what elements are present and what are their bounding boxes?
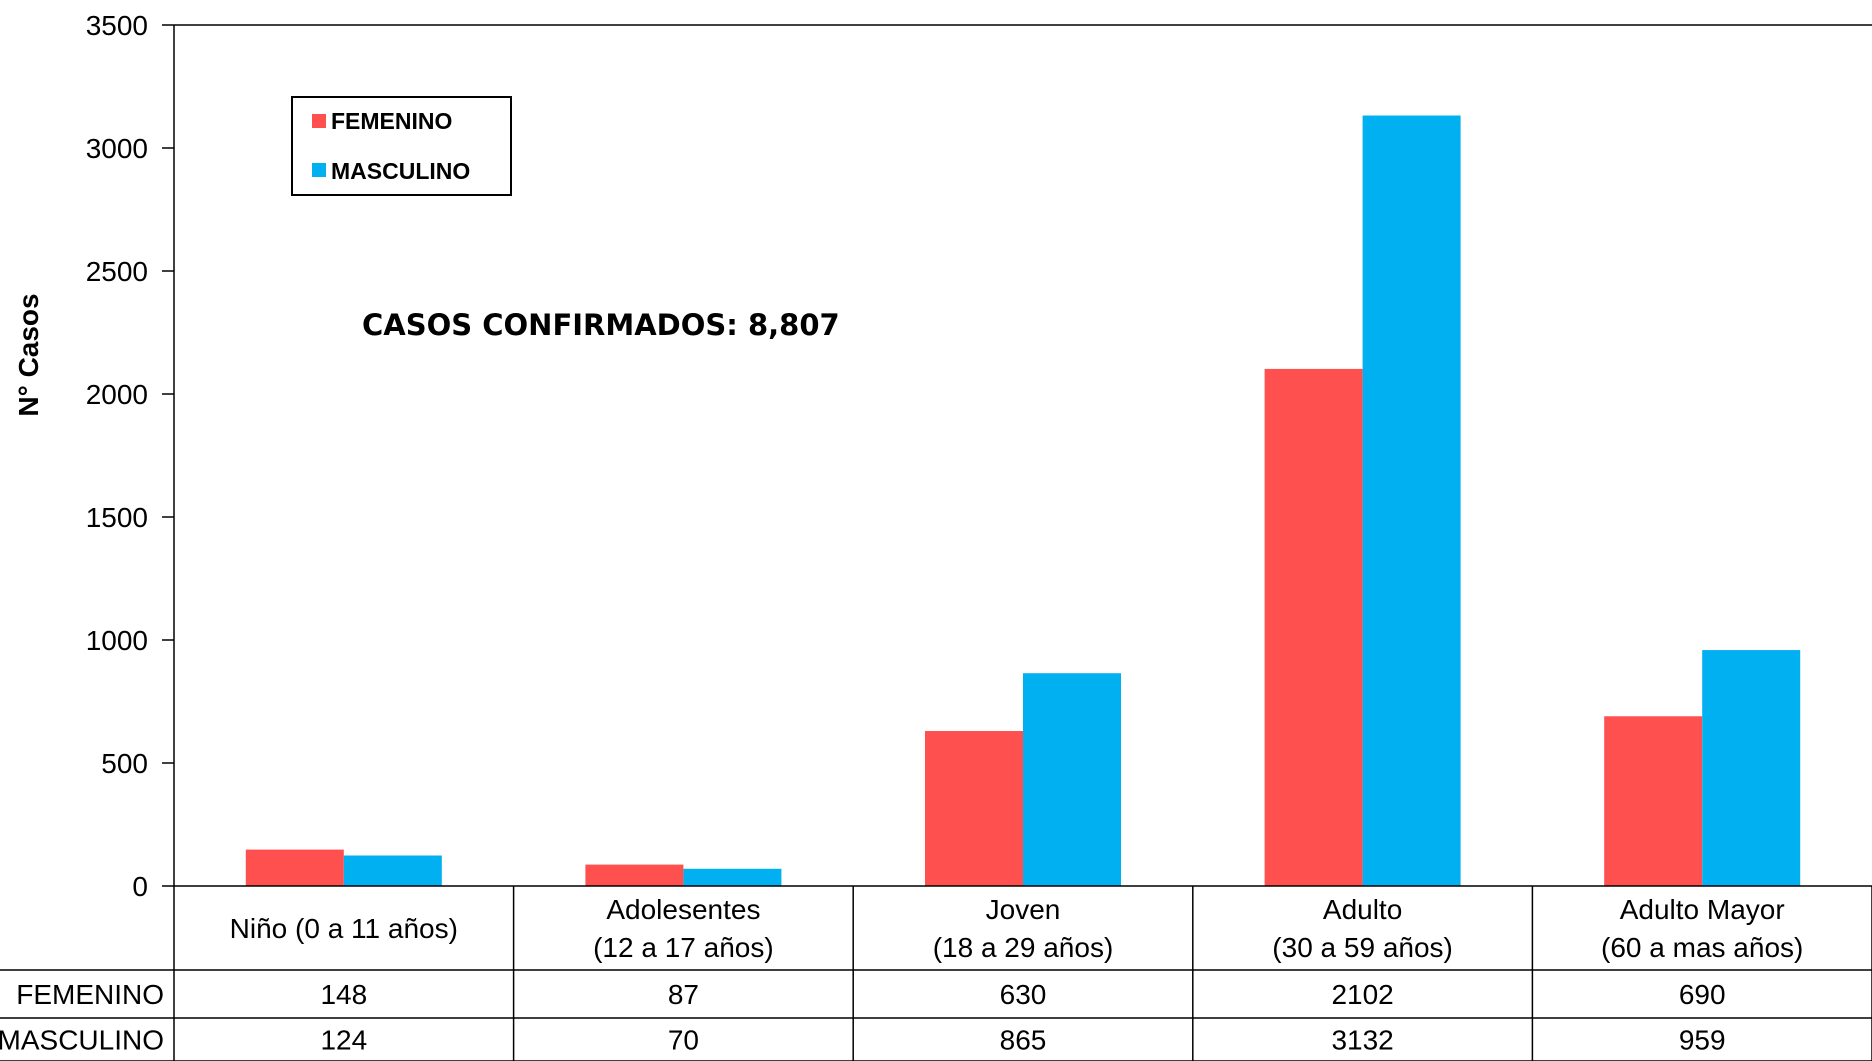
y-tick-label: 1500	[86, 502, 148, 533]
bar-femenino-1	[585, 864, 684, 886]
table-value: 148	[320, 979, 367, 1010]
table-value: 87	[668, 979, 699, 1010]
total-cases-annotation: CASOS CONFIRMADOS: 8,807	[362, 308, 840, 342]
y-axis-label: N° Casos	[13, 293, 44, 416]
bar-masculino-1	[683, 868, 782, 886]
legend: FEMENINO MASCULINO	[291, 96, 512, 196]
legend-frame	[291, 96, 512, 196]
legend-swatch-masculino	[312, 163, 326, 177]
x-category-label: Niño (0 a 11 años)	[230, 913, 458, 944]
x-category-label: (60 a mas años)	[1601, 932, 1803, 963]
bar-masculino-3	[1362, 115, 1461, 886]
y-tick-label: 500	[101, 748, 148, 779]
x-category-label: Adolesentes	[606, 894, 760, 925]
y-tick-label: 3500	[86, 10, 148, 41]
x-category-label: Joven	[986, 894, 1061, 925]
x-category-label: Adulto	[1323, 894, 1402, 925]
legend-swatch-femenino	[312, 114, 326, 128]
table-value: 959	[1679, 1025, 1726, 1056]
bar-masculino-4	[1702, 650, 1801, 886]
table-value: 865	[1000, 1025, 1047, 1056]
table-value: 630	[1000, 979, 1047, 1010]
y-tick-label: 0	[132, 871, 148, 902]
bar-femenino-2	[925, 731, 1023, 886]
bar-masculino-0	[343, 855, 442, 886]
legend-label-masculino: MASCULINO	[331, 158, 470, 184]
plot-frame	[173, 24, 1872, 886]
y-tick-label: 1000	[86, 625, 148, 656]
x-category-label: (12 a 17 años)	[593, 932, 774, 963]
table-value: 690	[1679, 979, 1726, 1010]
y-axis: 0 500 1000 1500 2000 2500 3000 3500	[86, 10, 174, 902]
y-tick-label: 3000	[86, 133, 148, 164]
table-value: 70	[668, 1025, 699, 1056]
bar-femenino-4	[1604, 716, 1703, 886]
bars	[245, 115, 1801, 887]
legend-label-femenino: FEMENINO	[331, 108, 452, 134]
bar-masculino-2	[1023, 673, 1121, 886]
x-category-label: (30 a 59 años)	[1272, 932, 1453, 963]
table-value: 3132	[1331, 1025, 1393, 1056]
bar-femenino-3	[1264, 368, 1363, 887]
data-table: Niño (0 a 11 años) Adolesentes (12 a 17 añ…	[0, 885, 1872, 1061]
x-category-label: (18 a 29 años)	[933, 932, 1114, 963]
table-series-label: MASCULINO	[0, 1025, 164, 1056]
bar-femenino-0	[245, 849, 344, 886]
y-tick-label: 2500	[86, 256, 148, 287]
x-category-label: Adulto Mayor	[1620, 894, 1785, 925]
table-value: 124	[320, 1025, 367, 1056]
y-tick-label: 2000	[86, 379, 148, 410]
table-value: 2102	[1331, 979, 1393, 1010]
table-series-label: FEMENINO	[16, 979, 164, 1010]
